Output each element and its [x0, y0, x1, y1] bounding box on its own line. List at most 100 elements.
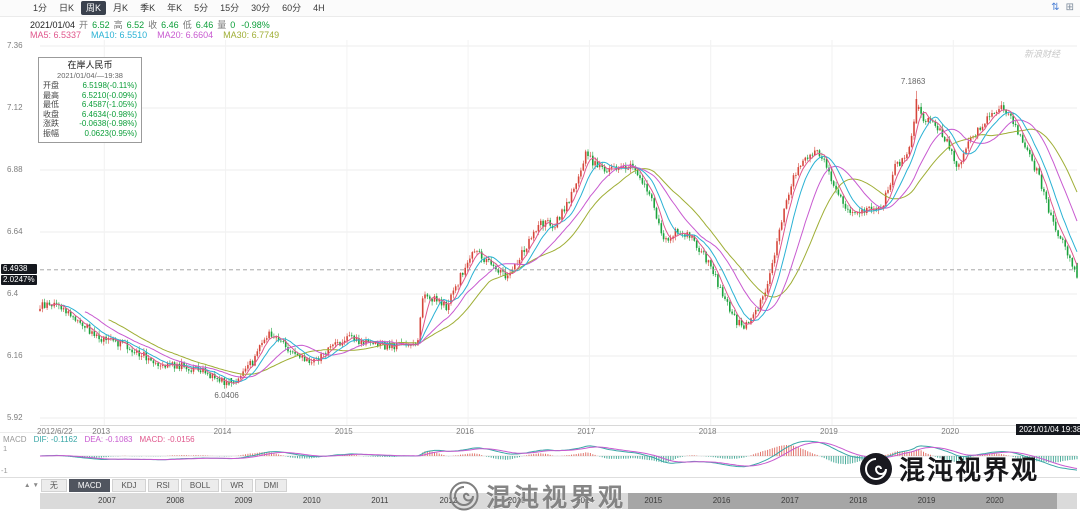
tooltip-row-label: 振幅 — [43, 128, 59, 138]
info-field-label: 量 — [217, 20, 227, 30]
x-axis-label: 2014 — [213, 427, 232, 436]
macd-dif-label: DIF: -0.1162 — [33, 435, 78, 444]
scroll-down-icon[interactable]: ▼ — [32, 481, 39, 489]
info-field-value: 6.46 — [161, 19, 179, 30]
y-axis-label: 6.16 — [7, 351, 23, 360]
indicator-tab-RSI[interactable]: RSI — [147, 478, 179, 492]
info-field-value: 0 — [230, 19, 236, 30]
period-button-30分[interactable]: 30分 — [251, 3, 271, 13]
indicator-tab-MACD[interactable]: MACD — [68, 478, 111, 492]
info-field-label: 开 — [79, 20, 89, 30]
navigator-year-label: 2009 — [234, 496, 253, 505]
tooltip-row: 收盘 6.4634(-0.98%) — [43, 110, 137, 120]
high-point-label: 7.1863 — [900, 76, 926, 86]
x-axis-label: 2017 — [577, 427, 596, 436]
chaos-vision-logo-icon — [449, 481, 479, 511]
info-field-label: 高 — [113, 20, 123, 30]
navigator-year-label: 2012 — [439, 496, 458, 505]
crosshair-date-tag: 2021/01/04 19:38 — [1016, 424, 1080, 435]
watermark-right-text: 混沌视界观 — [899, 455, 1040, 485]
tooltip-row-value: 0.0623(0.95%) — [84, 128, 137, 138]
period-toolbar: 1分 日K 周K 月K 季K 年K 5分 15分 30分 60分 4H — [0, 0, 1080, 17]
ma-legend-item: MA10: 6.5510 — [91, 30, 148, 40]
tooltip-panel: 在岸人民币 2021/01/04/—19:38 开盘 6.5198(-0.11%)… — [38, 57, 142, 143]
x-axis-label: 2018 — [698, 427, 717, 436]
x-axis-label: 2016 — [456, 427, 474, 436]
indicator-tab-KDJ[interactable]: KDJ — [112, 478, 146, 492]
period-button-季K[interactable]: 季K — [140, 3, 156, 13]
period-button-4H[interactable]: 4H — [313, 3, 325, 13]
tooltip-row: 最高 6.5210(-0.09%) — [43, 91, 137, 101]
tooltip-row: 开盘 6.5198(-0.11%) — [43, 81, 137, 91]
ma-legend-item: MA30: 6.7749 — [223, 30, 280, 40]
navigator-year-label: 2010 — [302, 496, 321, 505]
period-button-月K[interactable]: 月K — [113, 3, 129, 13]
tooltip-row-label: 最低 — [43, 100, 59, 110]
macd-dea-label: DEA: -0.1083 — [84, 435, 133, 444]
indicator-tab-WR[interactable]: WR — [221, 478, 253, 492]
tooltip-row-value: 6.5210(-0.09%) — [81, 90, 137, 100]
tooltip-row: 振幅 0.0623(0.95%) — [43, 129, 137, 139]
y-axis-label: 6.64 — [7, 227, 23, 236]
sort-arrows-icon[interactable]: ⇅ — [1051, 2, 1060, 13]
sina-watermark: 新浪财经 — [1024, 49, 1061, 59]
info-date: 2021/01/04 — [30, 19, 76, 30]
period-button-1分[interactable]: 1分 — [33, 3, 48, 13]
chaos-vision-logo-dark-icon — [860, 452, 892, 485]
ma-legend-item: MA20: 6.6604 — [157, 30, 214, 40]
period-button-15分[interactable]: 15分 — [220, 3, 240, 13]
info-change: -0.98% — [241, 19, 270, 30]
watermark-center-text: 混沌视界观 — [486, 484, 627, 512]
ma-legend-item: MA5: 6.5337 — [30, 30, 82, 40]
tooltip-row-value: 6.4634(-0.98%) — [81, 109, 137, 119]
info-field-value: 6.52 — [92, 19, 110, 30]
tooltip-row-value: 6.4587(-1.05%) — [81, 100, 137, 110]
x-axis-label: 2012/6/22 — [37, 427, 73, 436]
navigator-selected-range[interactable] — [628, 493, 1057, 509]
period-button-日K[interactable]: 日K — [59, 3, 75, 13]
tooltip-row-value: -0.0638(-0.98%) — [79, 119, 137, 129]
low-point-label: 6.0406 — [214, 390, 239, 400]
layout-grid-icon[interactable]: ⊞ — [1065, 2, 1074, 13]
period-button-周K[interactable]: 周K — [81, 1, 107, 15]
x-axis-label: 2013 — [92, 427, 111, 436]
indicator-tabs: ▲ ▼ 无 MACD KDJ RSI BOLL WR DMI — [24, 478, 289, 492]
indicator-tab-BOLL[interactable]: BOLL — [180, 478, 220, 492]
price-tag-percent: 2.0247% — [1, 274, 37, 285]
y-axis-label: 6.88 — [7, 165, 23, 174]
navigator-year-label: 2013 — [507, 496, 526, 505]
tooltip-row: 最低 6.4587(-1.05%) — [43, 100, 137, 110]
period-button-60分[interactable]: 60分 — [282, 3, 302, 13]
navigator-year-label: 2014 — [576, 496, 594, 505]
indicator-tab-DMI[interactable]: DMI — [254, 478, 288, 492]
y-axis-label: 6.4 — [7, 289, 19, 298]
tooltip-row-label: 开盘 — [43, 81, 59, 90]
scroll-up-icon[interactable]: ▲ — [24, 481, 31, 489]
navigator-year-label: 2008 — [166, 496, 185, 505]
navigator-year-label: 2016 — [712, 496, 731, 505]
info-bar: 2021/01/04 开 6.52 高 6.52 收 6.46 低 6.46 量 0 -0.98% — [30, 18, 270, 31]
info-field-label: 低 — [182, 20, 192, 30]
macd-axis-bottom-label: -1 — [1, 466, 8, 475]
navigator-year-label: 2011 — [371, 496, 389, 505]
toolbar-icons: ⇅ ⊞ — [1051, 2, 1074, 14]
period-button-5分[interactable]: 5分 — [194, 3, 209, 13]
timeline-navigator[interactable]: 2007 2008 2009 2010 2011 2012 2013 2014 2015 2016… — [40, 493, 1077, 509]
indicator-tab-无[interactable]: 无 — [40, 478, 67, 492]
y-axis-label: 7.36 — [7, 41, 23, 50]
navigator-year-label: 2019 — [917, 496, 936, 505]
macd-name-label: MACD — [3, 435, 27, 444]
x-axis-label: 2019 — [820, 427, 838, 436]
tooltip-rows: 开盘 6.5198(-0.11%) 最高 6.5210(-0.09%) 最低 6.4587… — [43, 81, 137, 139]
tooltip-row-value: 6.5198(-0.11%) — [82, 81, 137, 90]
macd-axis-top-label: 1 — [3, 444, 8, 453]
navigator-year-label: 2018 — [849, 496, 868, 505]
price-tag: 6.4938 2.0247% — [1, 263, 37, 285]
x-axis-label: 2015 — [334, 427, 353, 436]
ma-legend: MA5: 6.5337 MA10: 6.5510 MA20: 6.6604 MA30:… — [30, 30, 279, 40]
navigator-year-label: 2007 — [98, 496, 116, 505]
info-field-value: 6.46 — [195, 19, 214, 30]
period-button-年K[interactable]: 年K — [167, 3, 183, 13]
